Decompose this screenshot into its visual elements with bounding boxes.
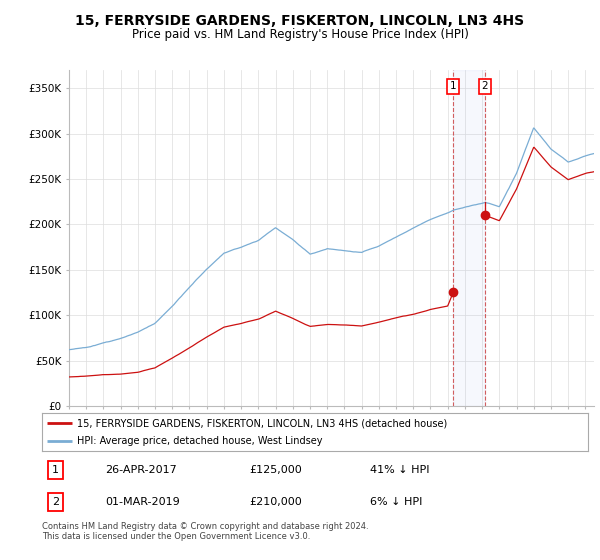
Text: 01-MAR-2019: 01-MAR-2019: [105, 497, 179, 507]
Text: HPI: Average price, detached house, West Lindsey: HPI: Average price, detached house, West…: [77, 436, 323, 446]
Text: £125,000: £125,000: [250, 465, 302, 475]
Text: Contains HM Land Registry data © Crown copyright and database right 2024.
This d: Contains HM Land Registry data © Crown c…: [42, 522, 368, 542]
Text: Price paid vs. HM Land Registry's House Price Index (HPI): Price paid vs. HM Land Registry's House …: [131, 28, 469, 41]
Text: 1: 1: [52, 465, 59, 475]
Text: 26-APR-2017: 26-APR-2017: [105, 465, 176, 475]
Text: 6% ↓ HPI: 6% ↓ HPI: [370, 497, 422, 507]
Text: 2: 2: [482, 81, 488, 91]
Text: 15, FERRYSIDE GARDENS, FISKERTON, LINCOLN, LN3 4HS (detached house): 15, FERRYSIDE GARDENS, FISKERTON, LINCOL…: [77, 418, 448, 428]
Text: 41% ↓ HPI: 41% ↓ HPI: [370, 465, 429, 475]
Bar: [453, 70, 485, 406]
Text: 2: 2: [52, 497, 59, 507]
Text: £210,000: £210,000: [250, 497, 302, 507]
Text: 1: 1: [450, 81, 457, 91]
Text: 15, FERRYSIDE GARDENS, FISKERTON, LINCOLN, LN3 4HS: 15, FERRYSIDE GARDENS, FISKERTON, LINCOL…: [76, 14, 524, 28]
